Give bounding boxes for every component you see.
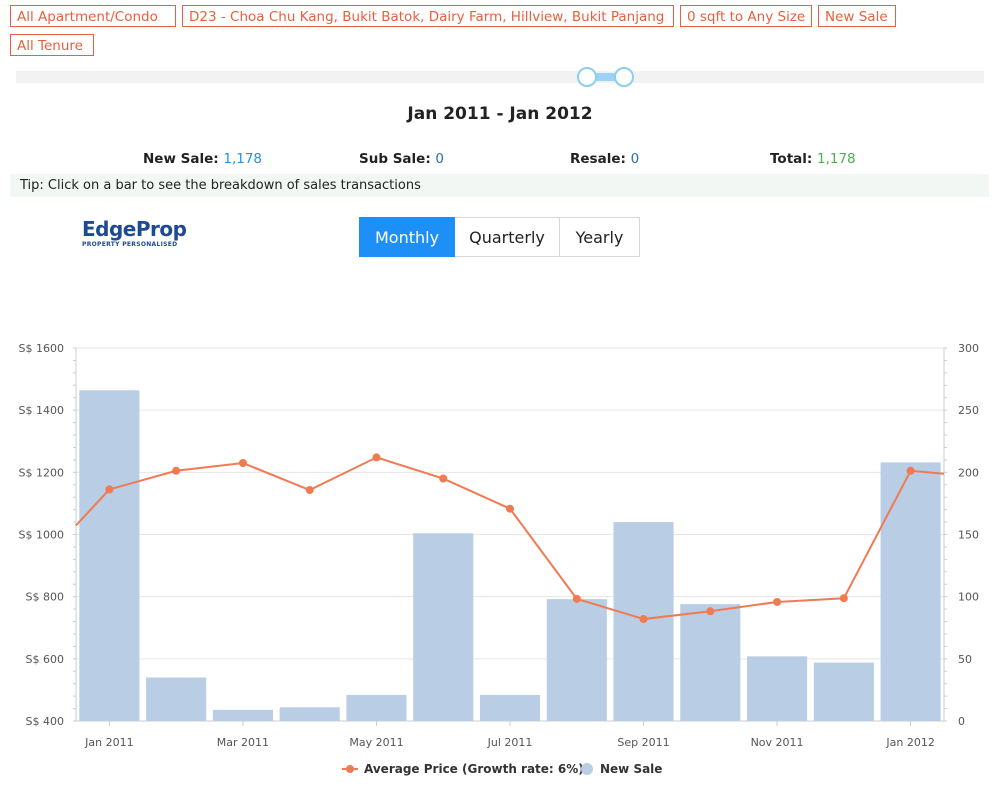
date-range-start-handle[interactable] bbox=[577, 67, 597, 87]
bar-new-sale[interactable] bbox=[479, 694, 541, 721]
y-left-tick-label: S$ 1200 bbox=[19, 466, 64, 479]
y-left-tick-label: S$ 600 bbox=[26, 653, 64, 666]
point-average-price bbox=[238, 459, 247, 468]
point-average-price bbox=[305, 486, 314, 495]
y-left-tick-label: S$ 800 bbox=[26, 591, 64, 604]
bar-new-sale[interactable] bbox=[880, 462, 941, 721]
x-tick-label: Sep 2011 bbox=[617, 736, 669, 749]
filter-chip-district[interactable]: D23 - Choa Chu Kang, Bukit Batok, Dairy … bbox=[182, 5, 674, 27]
y-left-tick-label: S$ 1600 bbox=[19, 342, 64, 355]
y-right-tick-label: 50 bbox=[958, 653, 972, 666]
tab-quarterly[interactable]: Quarterly bbox=[455, 217, 560, 257]
stat-resale: Resale: 0 bbox=[570, 151, 639, 167]
line-average-price bbox=[75, 456, 945, 621]
logo-e: E bbox=[82, 217, 96, 241]
x-tick-label: Nov 2011 bbox=[751, 736, 804, 749]
point-average-price bbox=[372, 453, 381, 462]
y-right-tick-label: 0 bbox=[958, 715, 965, 728]
point-average-price bbox=[906, 466, 915, 475]
date-range-slider-selection bbox=[585, 73, 624, 81]
point-average-price bbox=[439, 474, 448, 483]
y-right-tick-label: 250 bbox=[958, 404, 979, 417]
bar-new-sale[interactable] bbox=[346, 694, 407, 721]
legend-bar-marker bbox=[581, 763, 593, 775]
logo-tagline: PROPERTY PERSONALISED bbox=[82, 241, 178, 248]
x-tick-label: Jan 2011 bbox=[84, 736, 133, 749]
point-average-price bbox=[105, 485, 114, 494]
stat-new-sale-label: New Sale: bbox=[143, 151, 219, 167]
x-tick-label: Mar 2011 bbox=[217, 736, 269, 749]
point-average-price bbox=[706, 607, 715, 616]
bar-new-sale[interactable] bbox=[413, 533, 474, 721]
bar-new-sale[interactable] bbox=[680, 604, 741, 721]
stat-sub-sale: Sub Sale: 0 bbox=[359, 151, 444, 167]
logo-name-rest: dgeProp bbox=[95, 217, 187, 241]
y-right-tick-label: 150 bbox=[958, 529, 979, 542]
point-average-price bbox=[839, 594, 848, 603]
point-average-price bbox=[506, 504, 514, 513]
edgeprop-logo: EdgeProp PROPERTY PERSONALISED bbox=[82, 217, 187, 248]
y-right-tick-label: 200 bbox=[958, 466, 979, 479]
tip-banner: Tip: Click on a bar to see the breakdown… bbox=[10, 174, 989, 197]
x-tick-label: Jul 2011 bbox=[487, 736, 533, 749]
period-title: Jan 2011 - Jan 2012 bbox=[407, 104, 593, 124]
stat-sub-sale-label: Sub Sale: bbox=[359, 151, 431, 167]
x-tick-label: May 2011 bbox=[349, 736, 403, 749]
bar-new-sale[interactable] bbox=[146, 677, 207, 721]
bar-new-sale[interactable] bbox=[546, 599, 607, 721]
point-average-price bbox=[773, 597, 782, 606]
stat-new-sale-value: 1,178 bbox=[223, 151, 263, 167]
stat-sub-sale-value: 0 bbox=[435, 151, 445, 167]
y-left-tick-label: S$ 1000 bbox=[19, 529, 64, 542]
legend-label-average-price: Average Price (Growth rate: 6%) bbox=[364, 762, 584, 776]
bar-new-sale[interactable] bbox=[79, 390, 140, 721]
filter-chip-size[interactable]: 0 sqft to Any Size bbox=[680, 5, 812, 27]
stat-resale-label: Resale: bbox=[570, 151, 626, 167]
stat-total: Total: 1,178 bbox=[770, 151, 856, 167]
stat-total-value: 1,178 bbox=[816, 151, 856, 167]
sales-chart: S$ 400 S$ 600 S$ 800 S$ 1000 S$ 1200 S$ 1400 S… bbox=[19, 342, 979, 776]
filter-chip-tenure[interactable]: All Tenure bbox=[10, 34, 94, 56]
y-left-tick-label: S$ 400 bbox=[26, 715, 64, 728]
legend-line-marker bbox=[346, 765, 354, 773]
date-range-end-handle[interactable] bbox=[614, 67, 634, 87]
bar-new-sale[interactable] bbox=[747, 656, 808, 721]
bar-new-sale[interactable] bbox=[813, 662, 874, 721]
stat-resale-value: 0 bbox=[630, 151, 640, 167]
bar-new-sale[interactable] bbox=[212, 709, 273, 721]
x-tick-label: Jan 2012 bbox=[885, 736, 934, 749]
point-average-price bbox=[572, 594, 581, 603]
bar-new-sale[interactable] bbox=[279, 707, 340, 721]
filter-chip-property-type[interactable]: All Apartment/Condo bbox=[10, 5, 176, 27]
tab-monthly[interactable]: Monthly bbox=[359, 217, 455, 257]
period-tabs: Monthly Quarterly Yearly bbox=[359, 217, 640, 257]
date-range-slider-track[interactable] bbox=[16, 71, 984, 83]
stat-new-sale: New Sale: 1,178 bbox=[143, 151, 262, 167]
filter-chip-sale-type[interactable]: New Sale bbox=[818, 5, 896, 27]
point-average-price bbox=[172, 466, 181, 475]
point-average-price bbox=[639, 615, 648, 624]
y-right-tick-label: 300 bbox=[958, 342, 979, 355]
legend-label-new-sale: New Sale bbox=[600, 762, 662, 776]
stat-total-label: Total: bbox=[770, 151, 813, 167]
tab-yearly[interactable]: Yearly bbox=[560, 217, 640, 257]
y-right-tick-label: 100 bbox=[958, 591, 979, 604]
y-left-tick-label: S$ 1400 bbox=[19, 404, 64, 417]
